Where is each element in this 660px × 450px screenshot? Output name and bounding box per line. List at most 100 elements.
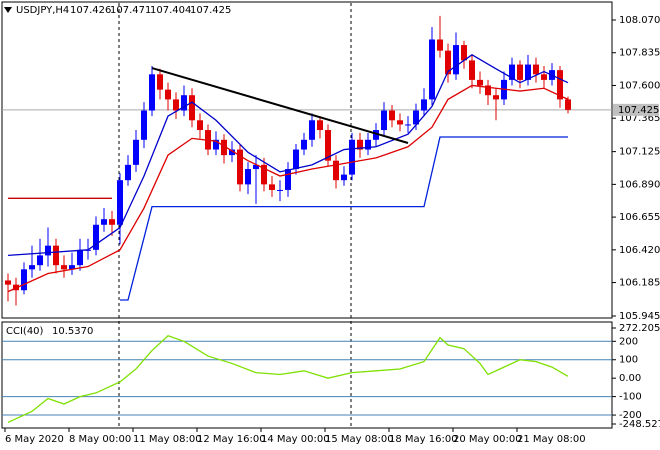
candle-body bbox=[109, 219, 115, 225]
candle-body bbox=[517, 64, 523, 80]
candle-body bbox=[293, 149, 299, 170]
ma-fast bbox=[7, 54, 569, 257]
candle-body bbox=[37, 255, 43, 266]
y2-tick-label: 0.00 bbox=[619, 373, 641, 384]
candle-body bbox=[261, 164, 267, 185]
header-value: 107.426 bbox=[70, 5, 111, 16]
y-tick-label: 107.125 bbox=[619, 147, 660, 158]
candle-body bbox=[133, 139, 139, 165]
candle-body bbox=[317, 120, 323, 131]
candle-body bbox=[373, 130, 379, 140]
candle-body bbox=[485, 85, 491, 96]
candle-body bbox=[333, 160, 339, 181]
candle-body bbox=[477, 79, 483, 86]
candle-body bbox=[181, 95, 187, 111]
x-tick-label: 14 May 00:00 bbox=[261, 434, 330, 445]
candle-body bbox=[5, 280, 11, 285]
header-value: 107.425 bbox=[190, 5, 231, 16]
candle-body bbox=[189, 95, 195, 121]
candle-body bbox=[541, 74, 547, 80]
x-tick-label: 20 May 00:00 bbox=[453, 434, 522, 445]
candle-body bbox=[397, 120, 403, 125]
y-tick-label: 107.600 bbox=[619, 80, 660, 91]
candle-body bbox=[309, 120, 315, 140]
candle-body bbox=[357, 139, 363, 150]
price-tag-label: 107.425 bbox=[618, 105, 659, 116]
price-pane bbox=[1, 1, 613, 319]
candle-body bbox=[141, 110, 147, 140]
header-value: 107.471 bbox=[110, 5, 151, 16]
candle-body bbox=[525, 64, 531, 80]
y-tick-label: 107.835 bbox=[619, 48, 660, 59]
symbol-title: USDJPY,H4 bbox=[16, 5, 69, 16]
x-tick-label: 18 May 16:00 bbox=[389, 434, 458, 445]
y2-tick-label: -248.5274 bbox=[619, 419, 660, 430]
x-tick-label: 8 May 00:00 bbox=[69, 434, 131, 445]
x-tick-label: 21 May 08:00 bbox=[517, 434, 586, 445]
candle-body bbox=[213, 139, 219, 150]
x-tick-label: 15 May 08:00 bbox=[325, 434, 394, 445]
candle-body bbox=[389, 110, 395, 121]
candle-body bbox=[165, 89, 171, 100]
candle-body bbox=[125, 164, 131, 181]
candle-body bbox=[117, 180, 123, 225]
candle-body bbox=[381, 110, 387, 131]
y2-tick-label: 200 bbox=[619, 336, 638, 347]
y2-tick-label: 100 bbox=[619, 355, 638, 366]
candle-body bbox=[21, 269, 27, 291]
ma-slow bbox=[7, 84, 569, 293]
y-tick-label: 105.945 bbox=[619, 311, 660, 322]
candle-body bbox=[229, 149, 235, 156]
candle-body bbox=[93, 224, 99, 250]
candle-body bbox=[149, 74, 155, 111]
candle-body bbox=[277, 189, 283, 191]
candle-body bbox=[325, 130, 331, 161]
y-tick-label: 106.655 bbox=[619, 212, 660, 223]
candle-body bbox=[509, 64, 515, 80]
candle-body bbox=[421, 99, 427, 111]
candle-body bbox=[445, 50, 451, 75]
menu-arrow[interactable] bbox=[4, 7, 12, 13]
candle-body bbox=[77, 249, 83, 266]
cci-title: CCI(40) bbox=[6, 326, 44, 337]
x-tick-label: 6 May 2020 bbox=[5, 434, 64, 445]
x-tick-label: 11 May 08:00 bbox=[133, 434, 202, 445]
y2-tick-label: -100 bbox=[619, 392, 642, 403]
candle-body bbox=[365, 139, 371, 150]
y-tick-label: 106.420 bbox=[619, 245, 660, 256]
candle-body bbox=[45, 245, 51, 256]
candle-body bbox=[157, 74, 163, 90]
trend-line bbox=[151, 67, 409, 144]
candle-body bbox=[29, 265, 35, 270]
candle-body bbox=[245, 169, 251, 185]
y-tick-label: 107.365 bbox=[619, 113, 660, 124]
candle-body bbox=[469, 60, 475, 80]
y-tick-label: 106.185 bbox=[619, 278, 660, 289]
candle-body bbox=[253, 164, 259, 170]
candle-body bbox=[349, 139, 355, 175]
price-tag bbox=[613, 103, 659, 116]
candle-body bbox=[565, 99, 571, 110]
candle-body bbox=[413, 110, 419, 125]
header-value: 107.404 bbox=[150, 5, 191, 16]
candle-body bbox=[493, 95, 499, 100]
candle-body bbox=[221, 139, 227, 156]
cci-line bbox=[7, 335, 569, 424]
y-tick-label: 106.890 bbox=[619, 179, 660, 190]
y2-tick-label: 272.2056 bbox=[619, 323, 660, 334]
candle-body bbox=[301, 139, 307, 150]
candle-body bbox=[429, 39, 435, 100]
candle-body bbox=[533, 64, 539, 75]
candle-body bbox=[69, 265, 75, 270]
level-line bbox=[120, 136, 568, 301]
candle-body bbox=[405, 124, 411, 126]
y-tick-label: 108.070 bbox=[619, 15, 660, 26]
candle-body bbox=[285, 169, 291, 190]
candle-body bbox=[173, 99, 179, 111]
candle-body bbox=[61, 265, 67, 270]
candle-body bbox=[53, 245, 59, 266]
candle-body bbox=[453, 45, 459, 75]
candle-body bbox=[197, 120, 203, 131]
candle-body bbox=[461, 45, 467, 61]
